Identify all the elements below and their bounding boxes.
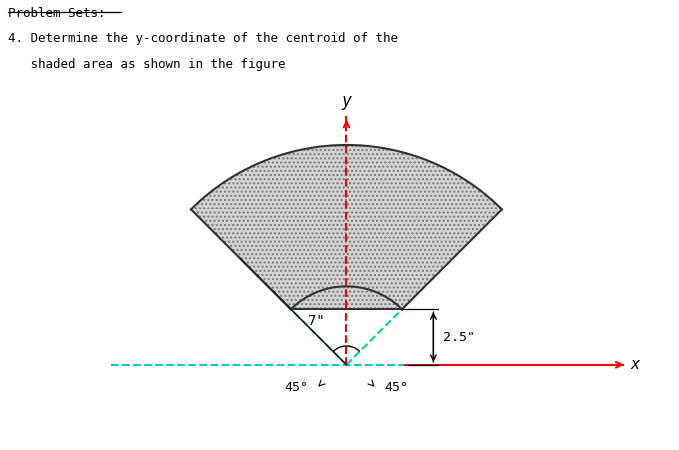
Text: shaded area as shown in the figure: shaded area as shown in the figure [8,58,286,71]
Text: 7": 7" [308,314,325,328]
Text: Problem Sets:: Problem Sets: [8,7,106,20]
Text: 45°: 45° [385,381,409,394]
Polygon shape [191,145,502,309]
Text: x: x [631,357,640,372]
Text: 45°: 45° [285,381,308,394]
Text: 4. Determine the y-coordinate of the centroid of the: 4. Determine the y-coordinate of the cen… [8,32,398,45]
Text: y: y [342,92,352,110]
Text: 2.5": 2.5" [443,331,475,343]
